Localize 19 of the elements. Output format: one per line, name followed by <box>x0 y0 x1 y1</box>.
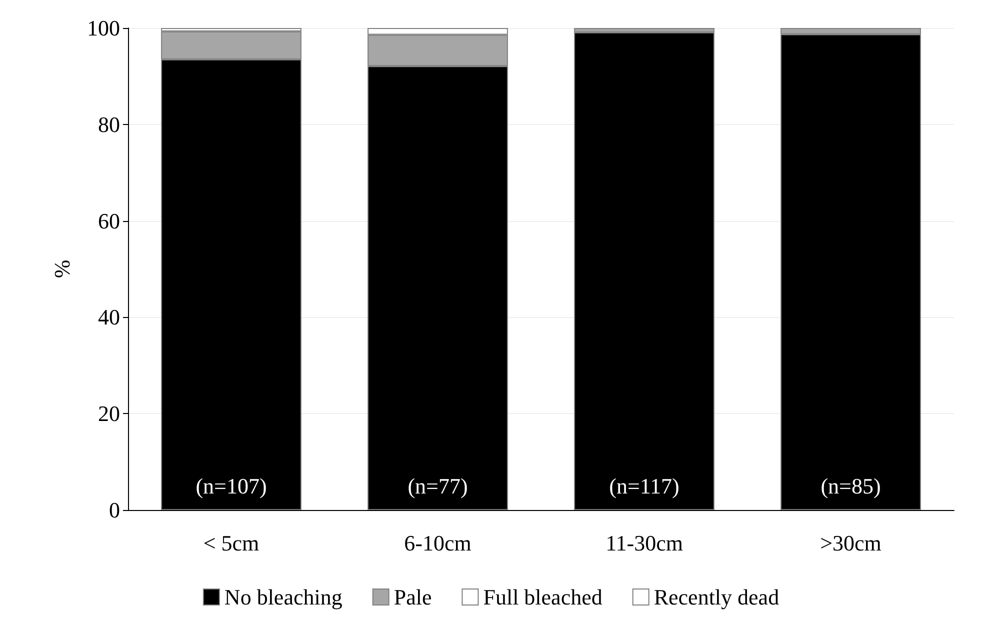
y-tick-label: 0 <box>109 498 120 522</box>
y-tick-label: 40 <box>98 304 120 330</box>
annotation: (n=107) <box>196 473 267 498</box>
y-tick-label: 80 <box>98 112 120 137</box>
x-tick-label: 6-10cm <box>404 530 472 556</box>
y-tick-label: 100 <box>87 16 120 40</box>
annotation: (n=117) <box>609 473 680 498</box>
x-tick-label: 11-30cm <box>606 530 683 556</box>
y-tick-label: 60 <box>98 208 120 234</box>
x-tick-label: >30cm <box>820 530 882 556</box>
x-tick-label: < 5cm <box>203 530 260 556</box>
annotation: (n=77) <box>408 473 468 498</box>
annotation: (n=85) <box>820 473 881 498</box>
y-tick-label: 20 <box>98 401 120 426</box>
legend-label: Full bleached <box>483 584 602 610</box>
legend-label: Recently dead <box>654 584 780 610</box>
legend-label: Pale <box>394 584 432 610</box>
legend-label: No bleaching <box>224 584 342 610</box>
y-axis-title: % <box>50 260 74 278</box>
